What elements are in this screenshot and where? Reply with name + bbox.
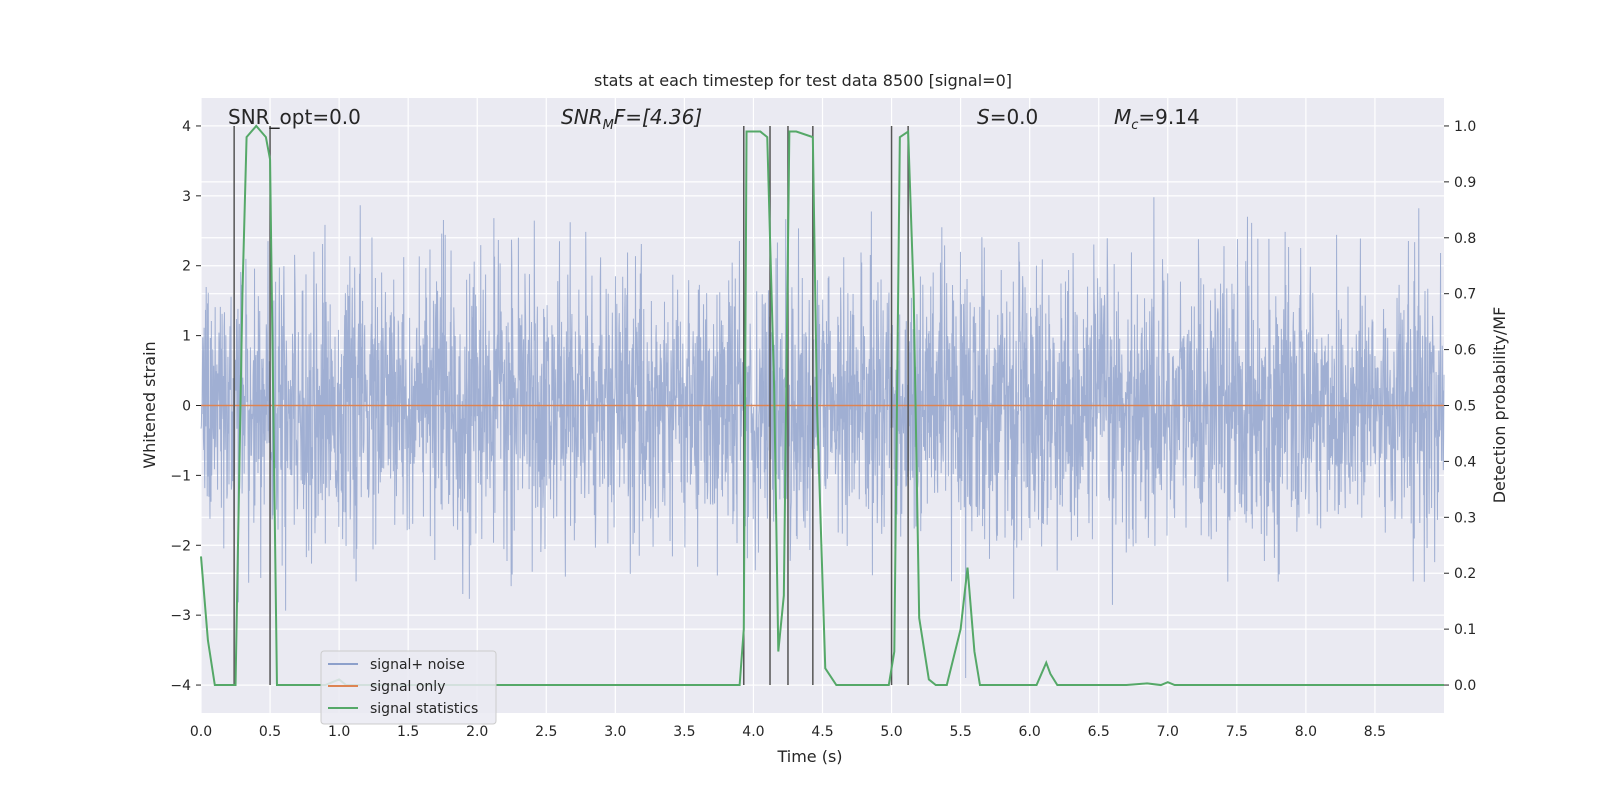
annotation-mc-sub: c (1131, 118, 1138, 133)
legend-entry-signal-statistics: signal statistics (370, 701, 478, 717)
x-tick-label-0: 0.0 (190, 724, 212, 740)
annotation-s-rest: =0.0 (990, 105, 1039, 129)
x-tick-label-10: 5.0 (880, 724, 902, 740)
y-tick-label-6: −2 (170, 538, 191, 554)
annotation-snr-mf: SNRMF=[4.36] (561, 105, 702, 133)
legend: signal+ noise signal only signal statist… (320, 650, 497, 725)
annotation-snr-mf-sub: M (603, 118, 614, 133)
annotation-mc-rest: =9.14 (1138, 105, 1199, 129)
annotation-snr-opt: SNR_opt=0.0 (228, 105, 361, 129)
legend-entry-signal-noise: signal+ noise (370, 657, 465, 673)
y-tick-label-2: 2 (182, 259, 191, 275)
x-tick-label-3: 1.5 (397, 724, 419, 740)
y-tick-label-4: 0 (182, 399, 191, 415)
y-tick-label-0: 4 (182, 119, 191, 135)
y2-tick-label-10: 0.0 (1454, 678, 1476, 694)
y-axis-ticks: 4 3 2 1 0 −1 −2 −3 −4 (170, 119, 201, 694)
y-tick-label-8: −4 (170, 678, 191, 694)
y2-tick-label-6: 0.4 (1454, 454, 1476, 470)
x-tick-label-6: 3.0 (604, 724, 626, 740)
y2-tick-label-1: 0.9 (1454, 175, 1476, 191)
x-tick-label-1: 0.5 (259, 724, 281, 740)
chart-title: stats at each timestep for test data 850… (594, 71, 1012, 90)
y2-tick-label-8: 0.2 (1454, 566, 1476, 582)
annotation-mc-main: M (1114, 105, 1131, 129)
annotation-snr-mf-rest: F=[4.36] (614, 105, 702, 129)
legend-box (320, 650, 497, 725)
annotation-s-main: S (977, 105, 990, 129)
x-axis-label: Time (s) (776, 747, 842, 766)
y-tick-label-7: −3 (170, 608, 191, 624)
y-tick-label-5: −1 (170, 468, 191, 484)
annotation-s: S=0.0 (977, 105, 1038, 129)
x-tick-label-16: 8.0 (1295, 724, 1317, 740)
y2-tick-label-7: 0.3 (1454, 510, 1476, 526)
x-tick-label-2: 1.0 (328, 724, 350, 740)
y2-tick-label-0: 1.0 (1454, 119, 1476, 135)
x-tick-label-14: 7.0 (1157, 724, 1179, 740)
signal-statistics-line (200, 124, 1444, 687)
x-tick-label-8: 4.0 (742, 724, 764, 740)
y2-tick-label-4: 0.6 (1454, 343, 1476, 359)
legend-entry-signal-only: signal only (370, 679, 445, 695)
y2-tick-label-2: 0.8 (1454, 231, 1476, 247)
y-axis-label: Whitened strain (140, 341, 159, 468)
y2-tick-label-5: 0.5 (1454, 399, 1476, 415)
x-tick-label-12: 6.0 (1019, 724, 1041, 740)
x-tick-label-9: 4.5 (811, 724, 833, 740)
signal-noise-series (200, 197, 1445, 679)
x-tick-label-13: 6.5 (1088, 724, 1110, 740)
y-tick-label-1: 3 (182, 189, 191, 205)
y2-axis-label: Detection probability/MF (1490, 307, 1509, 504)
x-tick-label-4: 2.0 (466, 724, 488, 740)
y-tick-label-3: 1 (182, 329, 191, 345)
x-tick-label-17: 8.5 (1364, 724, 1386, 740)
annotation-snr-mf-main: SNR (561, 105, 603, 129)
x-tick-label-7: 3.5 (673, 724, 695, 740)
signal-statistics-series (200, 124, 1444, 687)
x-tick-label-11: 5.5 (949, 724, 971, 740)
x-tick-label-5: 2.5 (535, 724, 557, 740)
y2-tick-label-9: 0.1 (1454, 622, 1476, 638)
x-axis-ticks: 0.0 0.5 1.0 1.5 2.0 2.5 3.0 3.5 4.0 4.5 5.0 5.5 6.0 6… (190, 724, 1386, 740)
y2-tick-label-3: 0.7 (1454, 287, 1476, 303)
annotation-mc: Mc=9.14 (1114, 105, 1200, 133)
x-tick-label-15: 7.5 (1226, 724, 1248, 740)
signal-noise-line (200, 197, 1445, 679)
y2-axis-ticks: 1.0 0.9 0.8 0.7 0.6 0.5 0.4 0.3 0.2 0.1 0.0 (1444, 119, 1476, 694)
